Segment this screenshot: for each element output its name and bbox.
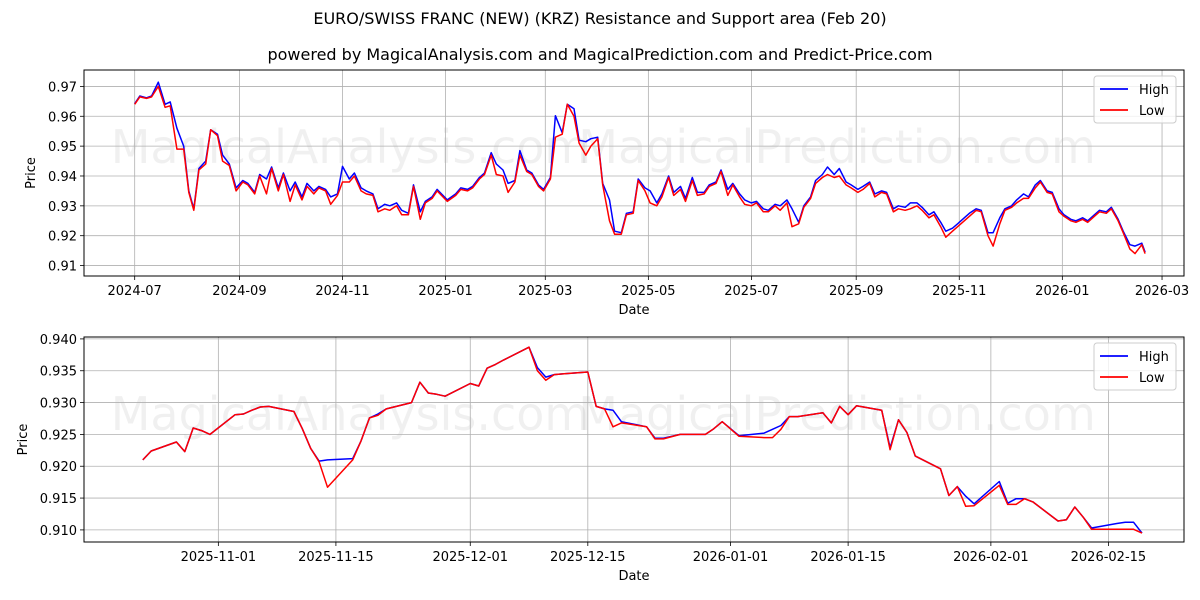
x-tick-label: 2025-11-15 bbox=[298, 550, 374, 565]
watermark-text: MagicalPrediction.com bbox=[578, 387, 1096, 441]
recent-detail-chart: MagicalAnalysis.comMagicalPrediction.com… bbox=[16, 333, 1185, 584]
x-tick-label: 2025-05 bbox=[621, 284, 675, 299]
x-tick-label: 2025-11 bbox=[932, 284, 986, 299]
y-tick-label: 0.940 bbox=[40, 333, 77, 348]
legend: High Low bbox=[1093, 342, 1177, 391]
y-tick-label: 0.96 bbox=[48, 110, 77, 125]
x-tick-label: 2026-02-15 bbox=[1071, 550, 1147, 565]
y-tick-label: 0.910 bbox=[40, 524, 77, 539]
y-tick-label: 0.91 bbox=[48, 260, 77, 275]
plot-frame bbox=[83, 69, 1185, 277]
legend-label-high: High bbox=[1139, 83, 1169, 98]
y-tick-label: 0.97 bbox=[48, 80, 77, 95]
legend-label-low: Low bbox=[1139, 104, 1165, 119]
y-axis-label: Price bbox=[16, 424, 31, 456]
x-tick-label: 2026-01-01 bbox=[693, 550, 769, 565]
x-tick-label: 2026-01-15 bbox=[810, 550, 886, 565]
legend: High Low bbox=[1093, 75, 1177, 124]
y-tick-label: 0.915 bbox=[40, 492, 77, 507]
x-tick-label: 2025-12-01 bbox=[432, 550, 508, 565]
x-tick-label: 2025-07 bbox=[724, 284, 778, 299]
x-tick-label: 2024-11 bbox=[315, 284, 369, 299]
x-axis-label: Date bbox=[618, 569, 649, 584]
x-tick-label: 2025-11-01 bbox=[181, 550, 257, 565]
x-tick-label: 2025-09 bbox=[829, 284, 883, 299]
full-history-chart: MagicalAnalysis.comMagicalPrediction.com… bbox=[24, 69, 1189, 318]
x-tick-label: 2025-03 bbox=[518, 284, 572, 299]
x-tick-label: 2024-09 bbox=[212, 284, 266, 299]
series-line-low bbox=[142, 346, 1143, 534]
chart-title: EURO/SWISS FRANC (NEW) (KRZ) Resistance … bbox=[313, 9, 887, 28]
y-tick-label: 0.92 bbox=[48, 230, 77, 245]
x-tick-label: 2025-01 bbox=[418, 284, 472, 299]
y-tick-label: 0.920 bbox=[40, 460, 77, 475]
series-line-low bbox=[134, 85, 1146, 255]
y-tick-label: 0.94 bbox=[48, 170, 77, 185]
x-tick-label: 2026-02-01 bbox=[953, 550, 1029, 565]
y-tick-label: 0.935 bbox=[40, 365, 77, 380]
watermark-text: MagicalAnalysis.com bbox=[111, 387, 590, 441]
legend-label-low: Low bbox=[1139, 371, 1165, 386]
y-tick-label: 0.925 bbox=[40, 428, 77, 443]
x-axis-label: Date bbox=[618, 303, 649, 318]
legend-label-high: High bbox=[1139, 350, 1169, 365]
y-tick-label: 0.930 bbox=[40, 397, 77, 412]
plot-frame bbox=[83, 336, 1185, 543]
y-axis-label: Price bbox=[24, 157, 39, 189]
watermark-text: MagicalPrediction.com bbox=[578, 120, 1096, 174]
y-tick-label: 0.95 bbox=[48, 140, 77, 155]
chart-subtitle: powered by MagicalAnalysis.com and Magic… bbox=[267, 45, 933, 64]
x-tick-label: 2024-07 bbox=[108, 284, 162, 299]
x-tick-label: 2026-01 bbox=[1035, 284, 1089, 299]
watermark-text: MagicalAnalysis.com bbox=[111, 120, 590, 174]
x-tick-label: 2026-03 bbox=[1135, 284, 1189, 299]
x-tick-label: 2025-12-15 bbox=[550, 550, 626, 565]
series-line-high bbox=[134, 81, 1146, 253]
y-tick-label: 0.93 bbox=[48, 200, 77, 215]
